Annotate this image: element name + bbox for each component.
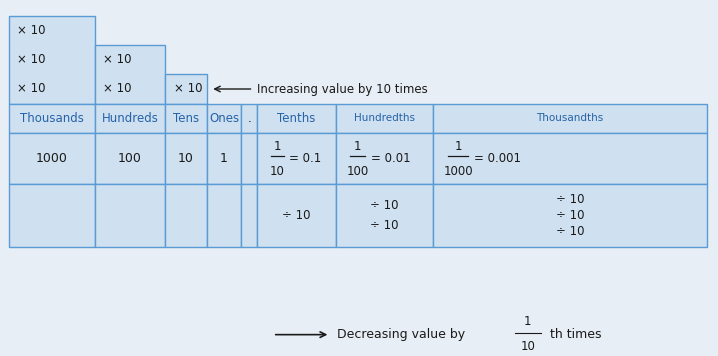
Text: × 10: × 10 [17, 24, 46, 37]
Text: 1: 1 [524, 315, 531, 328]
Text: 1: 1 [454, 140, 462, 153]
Text: Hundredths: Hundredths [354, 113, 415, 123]
Text: th times: th times [546, 328, 601, 341]
Bar [207, 184, 241, 247]
Text: 100: 100 [347, 165, 368, 178]
Text: = 0.1: = 0.1 [289, 152, 322, 165]
Bar [241, 184, 257, 247]
Bar [207, 133, 241, 184]
Bar [433, 184, 707, 247]
Text: 1000: 1000 [36, 152, 67, 165]
Bar [207, 104, 241, 133]
Text: × 10: × 10 [103, 83, 132, 95]
Text: ÷ 10: ÷ 10 [370, 199, 398, 212]
Text: ÷ 10: ÷ 10 [282, 209, 311, 222]
Text: × 10: × 10 [17, 83, 46, 95]
Text: Tenths: Tenths [277, 112, 316, 125]
Text: ÷ 10: ÷ 10 [556, 225, 584, 238]
Bar [165, 184, 207, 247]
Bar [9, 184, 95, 247]
Bar [257, 184, 336, 247]
Bar [257, 133, 336, 184]
Text: × 10: × 10 [17, 53, 46, 66]
Text: Decreasing value by: Decreasing value by [337, 328, 470, 341]
Bar [336, 184, 433, 247]
Text: × 10: × 10 [103, 53, 132, 66]
Bar [336, 133, 433, 184]
Bar [165, 74, 207, 104]
Bar [241, 104, 257, 133]
Text: Hundreds: Hundreds [101, 112, 159, 125]
Text: Tens: Tens [173, 112, 199, 125]
Bar [95, 45, 165, 104]
Text: Increasing value by 10 times: Increasing value by 10 times [257, 83, 428, 95]
Bar [433, 104, 707, 133]
Text: × 10: × 10 [174, 83, 202, 95]
Bar [165, 104, 207, 133]
Text: = 0.001: = 0.001 [474, 152, 521, 165]
Bar [336, 104, 433, 133]
Bar [95, 184, 165, 247]
Bar [257, 104, 336, 133]
Bar [165, 133, 207, 184]
Bar [241, 133, 257, 184]
Text: 100: 100 [118, 152, 142, 165]
Text: = 0.01: = 0.01 [370, 152, 411, 165]
Text: ÷ 10: ÷ 10 [370, 219, 398, 232]
Text: 10: 10 [270, 165, 284, 178]
Text: 10: 10 [178, 152, 194, 165]
Bar [9, 104, 95, 133]
Bar [9, 16, 95, 104]
Bar [95, 133, 165, 184]
Text: Thousands: Thousands [20, 112, 83, 125]
Text: .: . [247, 112, 251, 125]
Bar [95, 104, 165, 133]
Text: ÷ 10: ÷ 10 [556, 193, 584, 206]
Bar [433, 133, 707, 184]
Text: 1: 1 [354, 140, 361, 153]
Text: 1: 1 [220, 152, 228, 165]
Text: Ones: Ones [209, 112, 239, 125]
Text: 1000: 1000 [443, 165, 473, 178]
Bar [9, 133, 95, 184]
Text: 1: 1 [274, 140, 281, 153]
Text: 10: 10 [521, 340, 535, 354]
Text: ÷ 10: ÷ 10 [556, 209, 584, 222]
Text: Thousandths: Thousandths [536, 113, 604, 123]
